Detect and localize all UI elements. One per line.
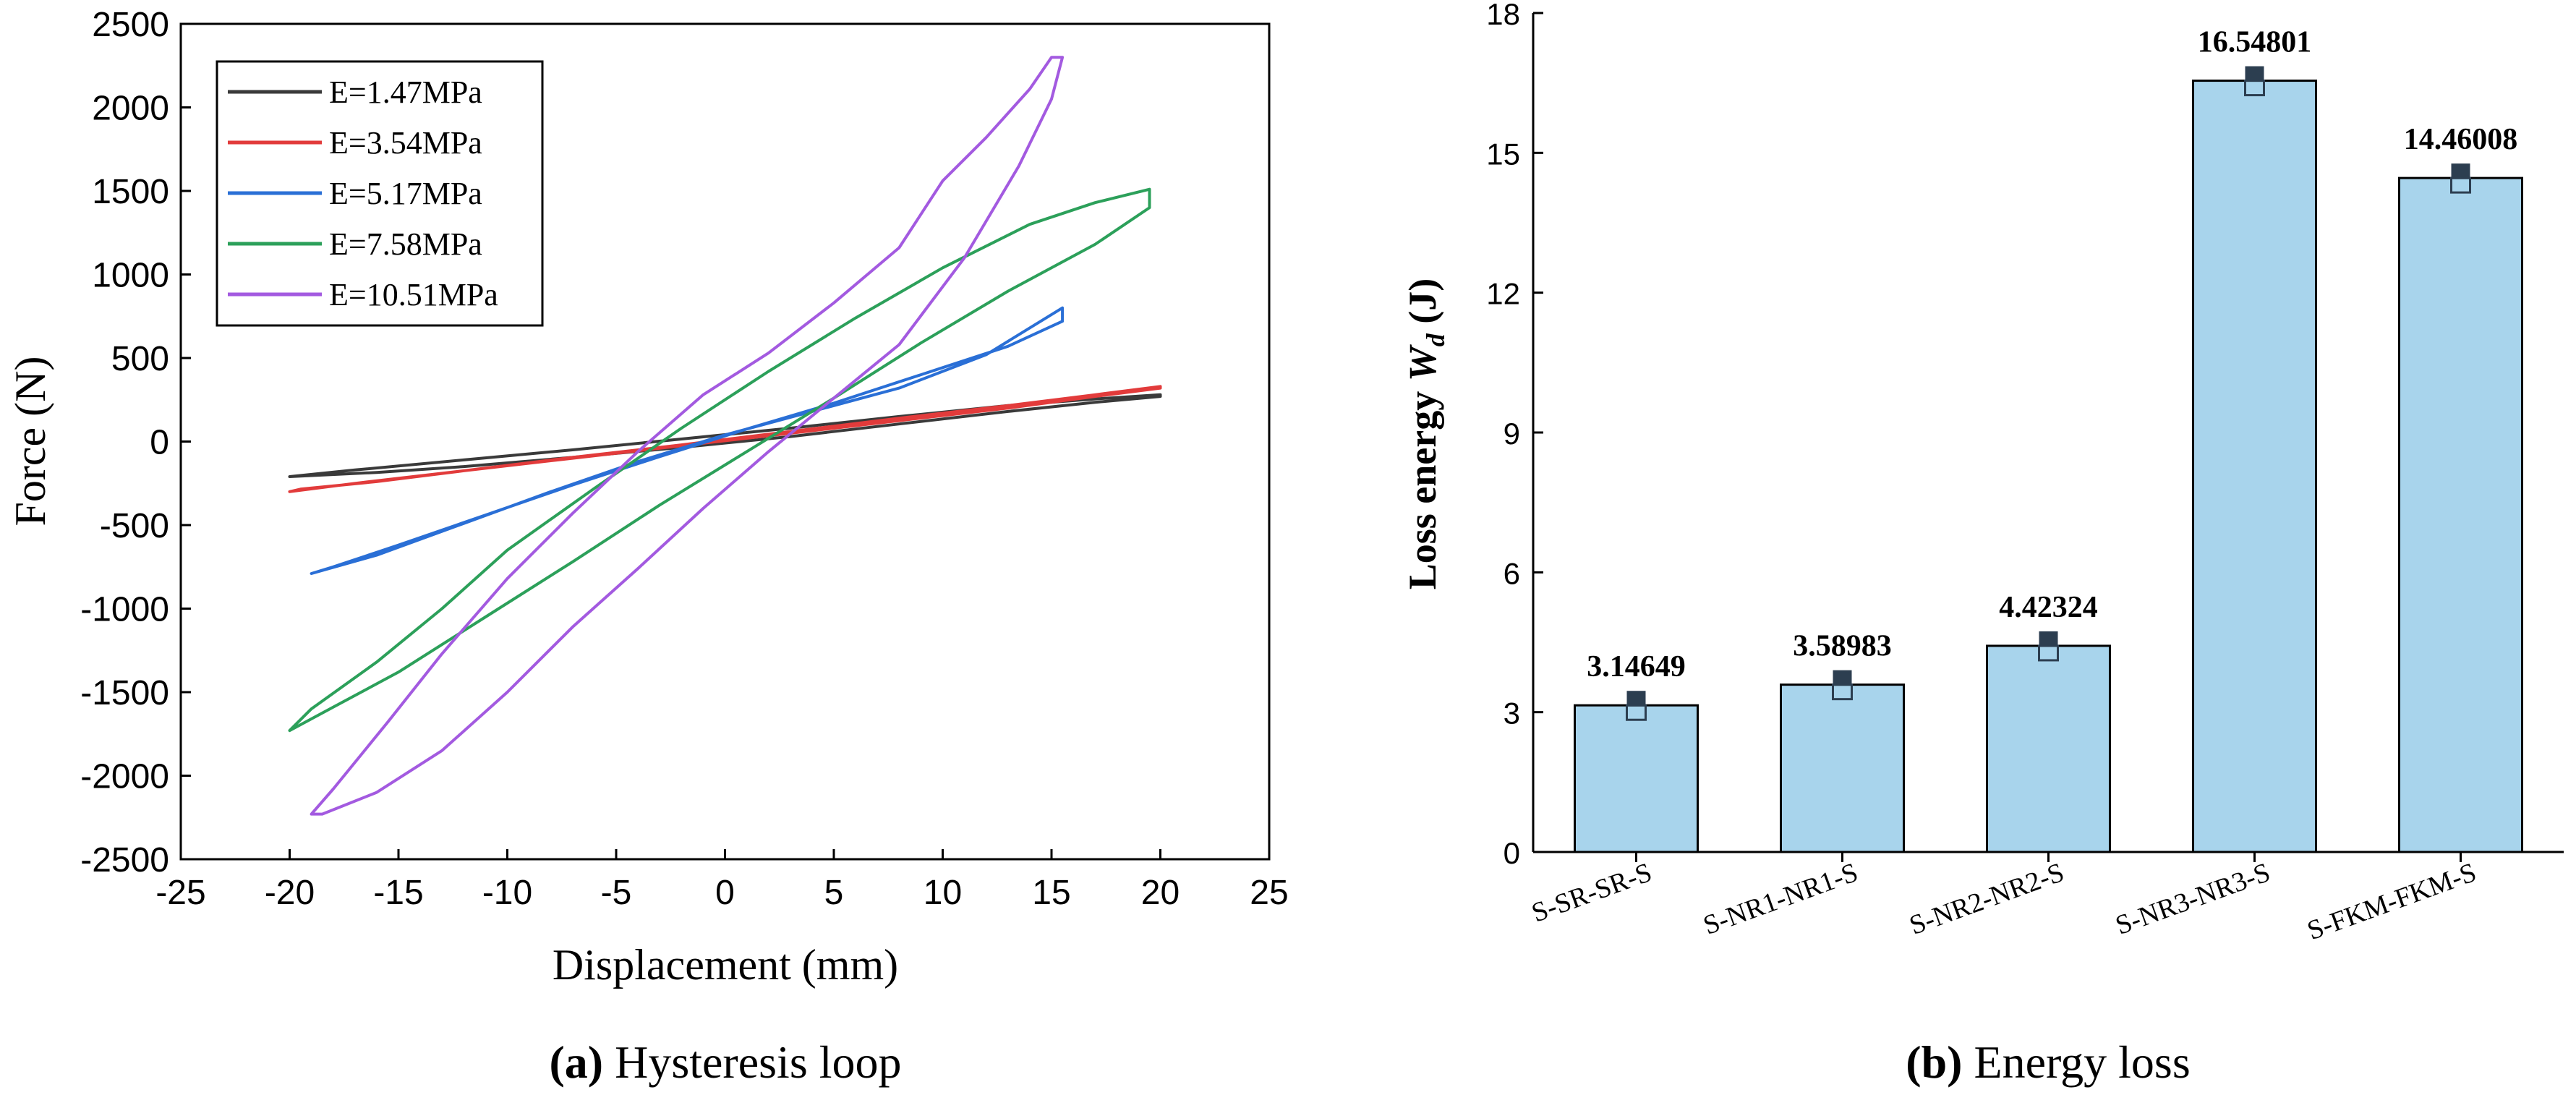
x-tick-label-a: -15: [373, 874, 423, 912]
y-tick-label-b: 3: [1504, 696, 1520, 730]
bars-group: 3.14649 S-SR-SR-S 3.58983 S-NR1-NR1-S 4.4232…: [1527, 26, 2523, 946]
series-line: [310, 56, 1065, 816]
y-tick-label-a: -1000: [80, 591, 169, 629]
y-tick-label-a: 1500: [92, 173, 169, 211]
category-label: S-FKM-FKM-S: [2303, 857, 2481, 946]
error-marker-lower: [2450, 176, 2471, 194]
y-tick-label-b: 12: [1486, 277, 1520, 311]
error-marker-upper: [2451, 163, 2470, 179]
y-label-subscript: d: [1421, 333, 1450, 346]
y-tick-label-b: 9: [1504, 417, 1520, 451]
y-tick-label-a: 1000: [92, 257, 169, 295]
x-axis-label-a: Displacement (mm): [553, 941, 898, 989]
data-label: 3.14649: [1587, 650, 1686, 683]
x-tick-label-a: 20: [1141, 874, 1180, 912]
x-tick-label-a: -10: [482, 874, 532, 912]
data-label: 14.46008: [2404, 123, 2518, 156]
x-tick-label-a: 25: [1250, 874, 1288, 912]
x-tick-label-a: -5: [601, 874, 632, 912]
category-label: S-NR2-NR2-S: [1906, 857, 2068, 941]
y-label-symbol: W: [1401, 344, 1444, 381]
y-tick-label-b: 6: [1504, 556, 1520, 590]
y-tick-label-a: -500: [100, 507, 169, 545]
y-tick-label-a: -1500: [80, 674, 169, 712]
x-tick-label-a: -25: [155, 874, 205, 912]
legend-label: E=1.47MPa: [329, 74, 482, 110]
y-tick-label-a: 2500: [92, 6, 169, 44]
bar: [1780, 683, 1905, 853]
legend-label: E=5.17MPa: [329, 176, 482, 211]
y-label-unit: (J): [1401, 278, 1444, 333]
data-label: 4.42324: [1999, 591, 2098, 624]
error-marker-upper: [2039, 631, 2058, 646]
caption-b: (b) Energy loss: [1906, 1036, 2190, 1088]
caption-a-text: Hysteresis loop: [603, 1036, 901, 1088]
x-tick-label-a: -20: [265, 874, 315, 912]
error-marker-lower: [1626, 704, 1647, 721]
y-tick-label-b: 15: [1486, 137, 1520, 171]
error-marker-upper: [2245, 66, 2264, 81]
data-label: 16.54801: [2198, 26, 2312, 59]
y-tick-label-a: 2000: [92, 90, 169, 128]
x-tick-label-a: 5: [824, 874, 844, 912]
legend-label: E=3.54MPa: [329, 125, 482, 161]
y-tick-label-a: -2000: [80, 758, 169, 796]
category-label: S-SR-SR-S: [1527, 857, 1655, 929]
category-label: S-NR1-NR1-S: [1699, 857, 1862, 941]
caption-a: (a) Hysteresis loop: [549, 1036, 901, 1088]
category-label: S-NR3-NR3-S: [2112, 857, 2274, 941]
y-axis-label-b: Loss energy Wd (J): [1401, 278, 1450, 589]
y-axis-a: -2500 -2000 -1500 -1000 -500 0 500 1000 1500 2000…: [80, 6, 191, 879]
bar: [1574, 704, 1699, 853]
series-line: [288, 385, 1162, 493]
x-tick-label-a: 10: [924, 874, 962, 912]
legend: E=1.47MPa E=3.54MPa E=5.17MPa E=7.58MPa E=10…: [216, 60, 544, 327]
series-line: [288, 187, 1151, 733]
y-label-main: Loss energy: [1401, 381, 1444, 589]
y-axis-label-a: Force (N): [7, 357, 54, 527]
data-label: 3.58983: [1793, 630, 1892, 663]
caption-b-text: Energy loss: [1962, 1036, 2190, 1088]
bar: [2192, 80, 2317, 853]
error-marker-upper: [1626, 691, 1646, 706]
legend-label: E=10.51MPa: [329, 277, 498, 312]
bar: [2398, 176, 2523, 853]
series-group: [288, 56, 1162, 816]
error-marker-upper: [1833, 670, 1852, 685]
legend-label: E=7.58MPa: [329, 226, 482, 262]
y-tick-label-b: 18: [1486, 0, 1520, 31]
legend-items: E=1.47MPa E=3.54MPa E=5.17MPa E=7.58MPa E=10…: [228, 74, 498, 312]
series-line: [310, 306, 1065, 575]
y-tick-label-b: 0: [1504, 836, 1520, 870]
y-tick-label-a: -2500: [80, 841, 169, 879]
y-tick-label-a: 0: [150, 424, 169, 462]
caption-b-letter: (b): [1906, 1036, 1962, 1088]
x-axis-a: -25 -20 -15 -10 -5 0 5 10 15 20 25: [155, 849, 1289, 912]
x-tick-label-a: 0: [715, 874, 735, 912]
hysteresis-chart: -25 -20 -15 -10 -5 0 5 10 15 20 25 -2500 -2000 -1500…: [7, 6, 1289, 1088]
y-axis-b: 0 3 6 9 12 15 18: [1486, 0, 1543, 870]
error-marker-lower: [2244, 80, 2265, 97]
caption-a-letter: (a): [549, 1036, 603, 1088]
bar: [1986, 644, 2111, 853]
error-marker-lower: [2038, 644, 2059, 662]
x-tick-label-a: 15: [1032, 874, 1070, 912]
energy-loss-chart: 0 3 6 9 12 15 18 3.14649 S-SR-SR-S 3.58983 S-NR1-…: [1401, 0, 2564, 1088]
error-marker-lower: [1832, 683, 1853, 701]
y-tick-label-a: 500: [111, 340, 169, 378]
